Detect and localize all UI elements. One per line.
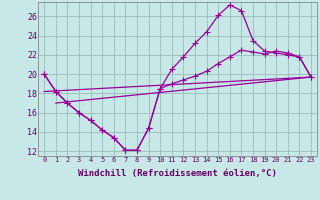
X-axis label: Windchill (Refroidissement éolien,°C): Windchill (Refroidissement éolien,°C) [78,169,277,178]
